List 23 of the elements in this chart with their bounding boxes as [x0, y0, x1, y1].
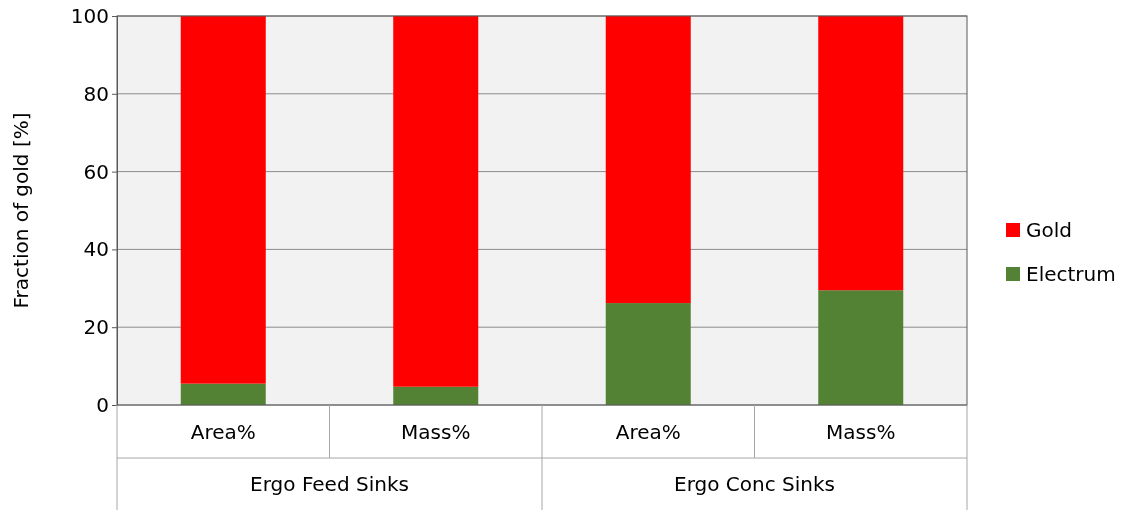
bar: [180, 383, 266, 405]
x-tick-label: Mass%: [826, 419, 896, 444]
y-tick-label: 0: [96, 392, 109, 417]
bar: [605, 303, 691, 405]
x-tick-label: Mass%: [401, 419, 471, 444]
text: Ergo Conc Sinks: [674, 472, 835, 496]
y-tick-label: 20: [83, 315, 109, 340]
bar: [605, 16, 691, 304]
x-tick-label: Area%: [190, 419, 256, 444]
y-tick-label: 60: [83, 159, 109, 184]
legend-label: Electrum: [1026, 262, 1116, 286]
y-tick-label: 80: [83, 81, 109, 106]
bar: [393, 16, 479, 387]
bar: [818, 16, 904, 291]
y-tick-label: 100: [70, 3, 109, 28]
x-tick-label: Area%: [615, 419, 681, 444]
bar: [393, 386, 479, 405]
y-axis-title: Fraction of gold [%]: [9, 112, 33, 309]
bar: [180, 16, 266, 384]
legend-label: Gold: [1026, 218, 1072, 242]
y-tick-label: 40: [83, 237, 109, 262]
text: Ergo Feed Sinks: [250, 472, 409, 496]
bar: [818, 290, 904, 405]
